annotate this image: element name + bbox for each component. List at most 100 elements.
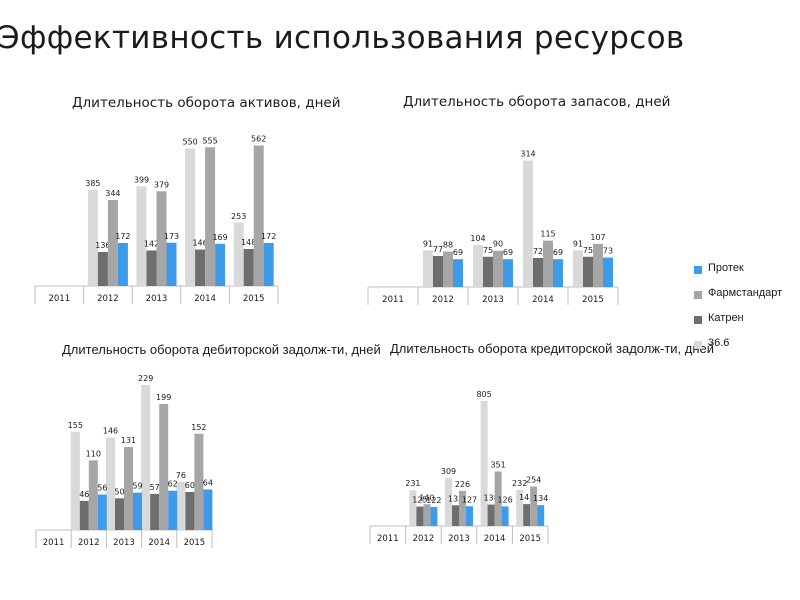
bar bbox=[409, 490, 417, 526]
bar bbox=[124, 447, 133, 530]
bar bbox=[205, 147, 216, 286]
x-tick-label: 2013 bbox=[448, 534, 470, 544]
data-label: 309 bbox=[441, 467, 456, 476]
bar bbox=[215, 243, 226, 286]
data-label: 140 bbox=[419, 493, 434, 502]
chart-title-receivables: Длительность оборота дебиторской задолж-… bbox=[62, 342, 381, 357]
bar bbox=[233, 222, 244, 286]
bar bbox=[70, 431, 80, 530]
data-label: 125 bbox=[412, 496, 427, 505]
legend-item: Фармстандарт bbox=[694, 287, 800, 312]
bar bbox=[185, 148, 196, 286]
data-label: 57 bbox=[150, 483, 160, 492]
legend-swatch bbox=[694, 291, 702, 299]
data-label: 56 bbox=[97, 484, 107, 493]
data-label: 126 bbox=[497, 495, 512, 504]
data-label: 146 bbox=[192, 239, 207, 248]
x-tick-label: 2012 bbox=[413, 534, 435, 544]
x-tick-label: 2012 bbox=[78, 538, 100, 548]
slide-title: Эффективность использования ресурсов bbox=[0, 20, 685, 56]
x-tick-label: 2015 bbox=[519, 534, 541, 544]
bar bbox=[166, 242, 177, 286]
data-label: 69 bbox=[503, 248, 513, 257]
x-tick-label: 2015 bbox=[184, 538, 206, 548]
legend-label: 36.6 bbox=[708, 337, 730, 349]
data-label: 73 bbox=[603, 247, 613, 256]
x-tick-label: 2013 bbox=[113, 538, 135, 548]
bar bbox=[203, 489, 213, 530]
data-label: 399 bbox=[134, 175, 149, 184]
bar bbox=[603, 257, 613, 287]
chart-receivables: 2011 2012 2013 2014 2015 155 146 229 76 46 50 57 60 1… bbox=[35, 374, 213, 548]
bar bbox=[156, 191, 167, 286]
bar bbox=[553, 259, 563, 287]
data-label: 231 bbox=[405, 479, 420, 488]
bar bbox=[493, 250, 503, 287]
chart-payables: 2011 2012 2013 2014 2015 231 309 805 232 125 133 13… bbox=[369, 390, 549, 544]
data-label: 172 bbox=[115, 232, 130, 241]
data-label: 91 bbox=[573, 239, 583, 248]
bar bbox=[194, 433, 204, 530]
data-label: 351 bbox=[490, 460, 505, 469]
bar bbox=[150, 493, 160, 530]
data-label: 59 bbox=[132, 482, 142, 491]
bar bbox=[443, 251, 453, 287]
data-label: 104 bbox=[470, 234, 485, 243]
data-label: 138 bbox=[483, 494, 498, 503]
legend-item: 36.6 bbox=[694, 337, 800, 362]
bar bbox=[146, 250, 157, 286]
bar bbox=[503, 259, 513, 287]
bar bbox=[253, 145, 264, 286]
bar bbox=[79, 500, 89, 530]
data-label: 115 bbox=[540, 230, 555, 239]
data-label: 141 bbox=[519, 493, 534, 502]
data-label: 134 bbox=[533, 494, 548, 503]
bar bbox=[483, 256, 493, 287]
bar bbox=[115, 498, 124, 530]
data-label: 385 bbox=[85, 179, 100, 188]
chart-title-assets: Длительность оборота активов, дней bbox=[72, 95, 341, 111]
data-label: 107 bbox=[590, 233, 605, 242]
x-tick-label: 2015 bbox=[243, 294, 265, 304]
bar bbox=[530, 486, 538, 526]
bar bbox=[433, 255, 443, 287]
bar bbox=[494, 471, 502, 526]
legend-swatch bbox=[694, 316, 702, 324]
data-label: 148 bbox=[241, 238, 256, 247]
data-label: 88 bbox=[443, 241, 453, 250]
data-label: 314 bbox=[520, 149, 535, 158]
data-label: 173 bbox=[164, 232, 179, 241]
bar bbox=[133, 492, 142, 530]
bar bbox=[516, 489, 524, 526]
x-tick-label: 2012 bbox=[97, 294, 119, 304]
chart-title-inventory: Длительность оборота запасов, дней bbox=[403, 94, 671, 110]
chart-assets: 2011 2012 2013 2014 2015 385 399 550 253 136 142 14… bbox=[34, 135, 279, 304]
legend-item: Катрен bbox=[694, 312, 800, 337]
bar bbox=[195, 249, 206, 286]
data-label: 90 bbox=[493, 240, 503, 249]
bar bbox=[423, 250, 433, 287]
x-tick-label: 2011 bbox=[382, 295, 404, 305]
data-label: 72 bbox=[533, 247, 543, 256]
x-tick-label: 2014 bbox=[194, 294, 216, 304]
bar bbox=[473, 245, 483, 287]
bar bbox=[430, 507, 438, 526]
bar bbox=[141, 385, 151, 530]
bar bbox=[243, 249, 254, 286]
x-tick-label: 2014 bbox=[532, 295, 554, 305]
bar bbox=[533, 257, 543, 287]
data-label: 169 bbox=[212, 233, 227, 242]
bar bbox=[416, 506, 424, 526]
x-tick-label: 2013 bbox=[146, 294, 168, 304]
data-label: 122 bbox=[426, 496, 441, 505]
data-label: 146 bbox=[103, 427, 118, 436]
legend: Протек Фармстандарт Катрен 36.6 bbox=[694, 262, 800, 362]
bar bbox=[487, 504, 495, 526]
bar bbox=[106, 437, 115, 530]
bar bbox=[87, 189, 98, 286]
legend-item: Протек bbox=[694, 262, 800, 287]
data-label: 50 bbox=[114, 487, 124, 496]
data-label: 75 bbox=[583, 246, 593, 255]
data-label: 254 bbox=[526, 476, 541, 485]
